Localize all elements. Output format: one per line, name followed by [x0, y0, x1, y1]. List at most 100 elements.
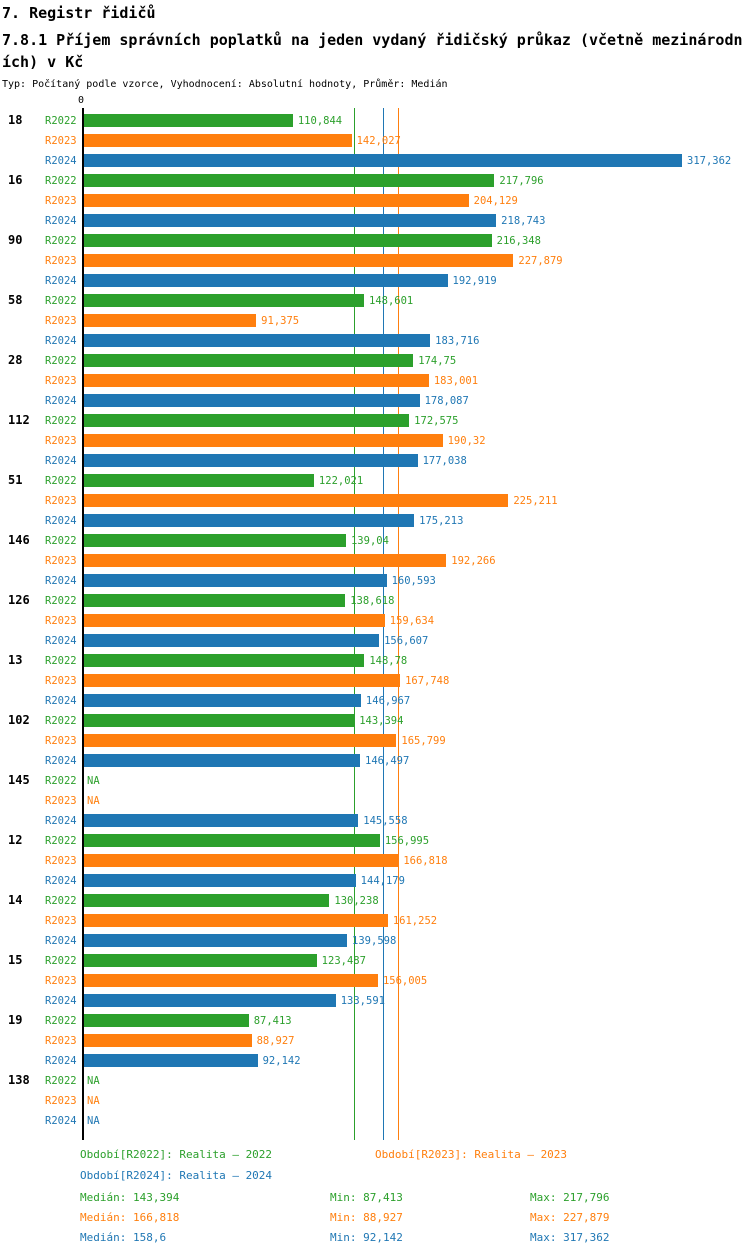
series-label-R2023-16: R2023: [45, 195, 77, 207]
value-label-R2022-15: 123,487: [321, 955, 366, 967]
series-label-R2023-145: R2023: [45, 795, 77, 807]
bar-R2024-126: [84, 634, 380, 647]
series-label-R2023-18: R2023: [45, 135, 77, 147]
category-label-51: 51: [8, 473, 23, 487]
series-label-R2024-138: R2024: [45, 1115, 77, 1127]
bar-R2023-18: [84, 134, 352, 147]
series-label-R2024-12: R2024: [45, 875, 77, 887]
bar-R2024-146: [84, 574, 387, 587]
bar-R2023-16: [84, 194, 469, 207]
value-label-R2022-126: 138,618: [350, 595, 395, 607]
value-label-R2024-15: 133,591: [340, 995, 385, 1007]
series-label-R2023-102: R2023: [45, 735, 77, 747]
value-label-R2024-126: 156,607: [384, 635, 429, 647]
series-label-R2022-112: R2022: [45, 415, 77, 427]
bar-R2023-14: [84, 914, 388, 927]
series-label-R2023-112: R2023: [45, 435, 77, 447]
bar-R2023-51: [84, 494, 509, 507]
stat-median-1: Medián: 166,818: [80, 1211, 180, 1224]
category-label-19: 19: [8, 1013, 23, 1027]
bar-R2022-58: [84, 294, 364, 307]
series-label-R2024-13: R2024: [45, 695, 77, 707]
stat-min-0: Min: 87,413: [330, 1191, 403, 1204]
series-label-R2023-28: R2023: [45, 375, 77, 387]
series-label-R2022-19: R2022: [45, 1015, 77, 1027]
bar-R2023-15: [84, 974, 378, 987]
value-label-R2022-146: 139,04: [350, 535, 389, 547]
chart-title: 7.8.1 Příjem správních poplatků na jeden…: [2, 31, 743, 71]
value-label-R2023-15: 156,005: [382, 975, 428, 987]
value-label-R2023-145: NA: [87, 795, 100, 807]
value-label-R2023-14: 161,252: [392, 915, 438, 927]
series-label-R2022-90: R2022: [45, 235, 77, 247]
value-label-R2022-145: NA: [87, 775, 100, 787]
series-label-R2024-146: R2024: [45, 575, 77, 587]
stat-min-2: Min: 92,142: [330, 1231, 403, 1244]
value-label-R2022-90: 216,348: [496, 235, 541, 247]
value-label-R2023-28: 183,001: [433, 375, 479, 387]
bar-R2022-90: [84, 234, 492, 247]
axis-tick-0: 0: [78, 95, 85, 106]
bar-R2024-15: [84, 994, 336, 1007]
series-label-R2023-15: R2023: [45, 975, 77, 987]
series-label-R2022-12: R2022: [45, 835, 77, 847]
series-label-R2024-90: R2024: [45, 275, 77, 287]
series-label-R2024-102: R2024: [45, 755, 77, 767]
value-label-R2023-102: 165,799: [401, 735, 446, 747]
value-label-R2023-12: 166,818: [403, 855, 448, 867]
series-label-R2022-51: R2022: [45, 475, 77, 487]
series-label-R2024-15: R2024: [45, 995, 77, 1007]
bar-R2022-19: [84, 1014, 249, 1027]
value-label-R2024-51: 175,213: [419, 515, 464, 527]
value-label-R2022-16: 217,796: [499, 175, 544, 187]
category-label-18: 18: [8, 113, 23, 127]
value-label-R2024-146: 160,593: [391, 575, 436, 587]
value-label-R2022-12: 156,995: [384, 835, 430, 847]
stat-max-2: Max: 317,362: [530, 1231, 610, 1244]
bar-R2022-28: [84, 354, 414, 367]
series-label-R2024-14: R2024: [45, 935, 77, 947]
value-label-R2024-12: 144,179: [360, 875, 405, 887]
bar-R2022-112: [84, 414, 410, 427]
value-label-R2022-112: 172,575: [414, 415, 459, 427]
value-label-R2022-13: 148,78: [369, 655, 408, 667]
series-label-R2023-13: R2023: [45, 675, 77, 687]
value-label-R2023-90: 227,879: [518, 255, 563, 267]
series-label-R2023-12: R2023: [45, 855, 77, 867]
category-label-90: 90: [8, 233, 23, 247]
bar-R2022-18: [84, 114, 293, 127]
bar-R2023-146: [84, 554, 447, 567]
category-label-112: 112: [8, 413, 30, 427]
chart-meta: Typ: Počítaný podle vzorce, Vyhodnocení:…: [2, 79, 448, 90]
series-label-R2023-14: R2023: [45, 915, 77, 927]
value-label-R2024-13: 146,967: [365, 695, 411, 707]
bar-R2023-102: [84, 734, 397, 747]
category-label-126: 126: [8, 593, 30, 607]
bar-R2024-19: [84, 1054, 258, 1067]
category-label-146: 146: [8, 533, 30, 547]
category-label-13: 13: [8, 653, 23, 667]
bar-R2023-126: [84, 614, 385, 627]
bar-R2022-126: [84, 594, 346, 607]
series-label-R2022-58: R2022: [45, 295, 77, 307]
series-label-R2023-146: R2023: [45, 555, 77, 567]
category-label-15: 15: [8, 953, 23, 967]
value-label-R2023-13: 167,748: [405, 675, 450, 687]
stat-min-1: Min: 88,927: [330, 1211, 403, 1224]
series-label-R2024-112: R2024: [45, 455, 77, 467]
series-label-R2022-16: R2022: [45, 175, 77, 187]
value-label-R2023-58: 91,375: [261, 315, 300, 327]
horizontal-bar-chart: 0 18 R2022 110,844 R2023 142,027 R2024 317,362 1…: [0, 95, 750, 1147]
chart-header: 7. Registr řidičů 7.8.1 Příjem správních…: [2, 0, 748, 90]
value-label-R2023-126: 159,634: [389, 615, 435, 627]
series-label-R2022-28: R2022: [45, 355, 77, 367]
bar-R2022-146: [84, 534, 346, 547]
median-line-R2023: [398, 108, 400, 1140]
bar-R2022-12: [84, 834, 380, 847]
bar-R2024-51: [84, 514, 415, 527]
value-label-R2024-28: 178,087: [424, 395, 469, 407]
series-label-R2022-18: R2022: [45, 115, 77, 127]
category-label-14: 14: [8, 893, 23, 907]
bar-R2024-13: [84, 694, 361, 707]
legend-item-2: Období[R2024]: Realita – 2024: [80, 1169, 273, 1182]
